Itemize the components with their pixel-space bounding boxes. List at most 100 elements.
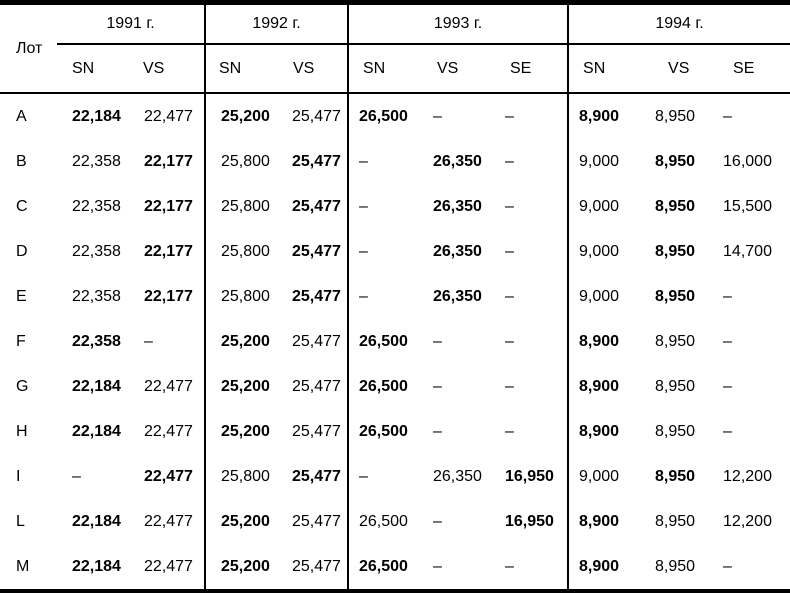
- value-cell: 22,177: [144, 197, 193, 215]
- value-cell: 25,800: [204, 229, 277, 274]
- value-cell: 25,477: [292, 197, 341, 215]
- value-cell: 22,184: [72, 422, 121, 440]
- value-cell: 8,950: [655, 557, 696, 575]
- value-cell: 15,500: [723, 197, 772, 215]
- value-cell: 26,500: [347, 93, 421, 139]
- value-cell: 8,900: [567, 93, 643, 139]
- value-cell: 16,000: [723, 152, 772, 170]
- value-cell: 9,000: [567, 139, 643, 184]
- value-cell: 22,184: [72, 557, 121, 575]
- value-cell: 8,900: [567, 499, 643, 544]
- col-header-1991-vs: VS: [131, 44, 205, 94]
- lot-label: F: [16, 332, 26, 350]
- value-cell: –: [505, 107, 514, 125]
- value-cell: 22,358: [72, 152, 121, 170]
- value-cell: 26,350: [433, 242, 482, 260]
- value-cell: 26,350: [433, 467, 482, 485]
- value-cell: 22,477: [144, 557, 193, 575]
- value-cell: 25,800: [204, 454, 277, 499]
- value-cell: 26,500: [347, 544, 421, 592]
- value-cell: 25,477: [292, 152, 341, 170]
- value-cell: 25,200: [204, 499, 277, 544]
- value-cell: –: [723, 557, 732, 575]
- value-cell: 25,200: [204, 364, 277, 409]
- value-cell: 22,477: [144, 422, 193, 440]
- value-cell: –: [505, 332, 514, 350]
- lot-row-L: L 22,184 22,477 25,200 25,477 26,500– 16,950 8,…: [0, 499, 790, 544]
- value-cell: 25,200: [204, 409, 277, 454]
- value-cell: 22,358: [72, 332, 121, 350]
- value-cell: –: [723, 332, 732, 350]
- value-cell: 25,800: [204, 139, 277, 184]
- value-cell: 8,950: [655, 242, 696, 260]
- col-header-1994-se: SE: [716, 44, 790, 94]
- value-cell: 22,177: [144, 242, 193, 260]
- year-header-1991: 1991 г.: [57, 2, 205, 45]
- value-cell: –: [723, 377, 732, 395]
- value-cell: 25,200: [204, 93, 277, 139]
- col-header-1991-sn: SN: [57, 44, 131, 94]
- value-cell: 8,950: [655, 422, 696, 440]
- lot-label: H: [16, 422, 28, 440]
- value-cell: –: [505, 422, 514, 440]
- lot-label: I: [16, 467, 21, 485]
- value-cell: –: [347, 184, 421, 229]
- value-cell: 8,950: [655, 152, 696, 170]
- lot-row-A: A 22,184 22,477 25,200 25,477 26,500– –8,900 8,…: [0, 93, 790, 139]
- col-header-1993-vs: VS: [421, 44, 495, 94]
- lot-row-M: M 22,184 22,477 25,200 25,477 26,500– –8,900 8,…: [0, 544, 790, 592]
- value-cell: 22,184: [72, 377, 121, 395]
- value-cell: –: [433, 107, 442, 125]
- value-cell: 26,350: [433, 197, 482, 215]
- value-cell: 25,800: [204, 184, 277, 229]
- lot-row-B: B 22,358 22,177 25,800 25,477–26,350–9,000 8,…: [0, 139, 790, 184]
- value-cell: 8,950: [655, 377, 696, 395]
- value-cell: 25,477: [292, 557, 341, 575]
- value-cell: –: [347, 229, 421, 274]
- value-cell: 26,500: [347, 409, 421, 454]
- value-cell: –: [723, 107, 732, 125]
- lot-label: C: [16, 197, 28, 215]
- value-cell: –: [433, 512, 442, 530]
- year-header-1992: 1992 г.: [204, 2, 348, 45]
- col-header-1992-vs: VS: [277, 44, 348, 94]
- value-cell: –: [505, 557, 514, 575]
- value-cell: 25,800: [204, 274, 277, 319]
- value-cell: –: [347, 454, 421, 499]
- value-cell: 22,358: [72, 197, 121, 215]
- col-header-1994-sn: SN: [567, 44, 643, 94]
- lot-row-D: D 22,358 22,177 25,800 25,477–26,350–9,000 8,…: [0, 229, 790, 274]
- value-cell: 22,477: [144, 377, 193, 395]
- value-cell: 26,500: [347, 364, 421, 409]
- value-cell: 22,477: [144, 512, 193, 530]
- value-cell: 26,350: [433, 152, 482, 170]
- value-cell: –: [505, 242, 514, 260]
- subcolumn-header-row: SN VS SN VS SN VS SE SN VS SE: [0, 44, 790, 94]
- lot-label: A: [16, 107, 27, 125]
- table-body: A 22,184 22,477 25,200 25,477 26,500– –8,900 8,…: [0, 93, 790, 592]
- value-cell: 25,200: [204, 544, 277, 592]
- value-cell: 8,900: [567, 544, 643, 592]
- value-cell: –: [723, 422, 732, 440]
- col-header-1993-se: SE: [495, 44, 569, 94]
- lot-label: D: [16, 242, 28, 260]
- value-cell: 22,477: [144, 107, 193, 125]
- value-cell: –: [347, 139, 421, 184]
- value-cell: 26,500: [347, 319, 421, 364]
- value-cell: 8,950: [655, 512, 696, 530]
- lot-column-header: Лот: [0, 2, 57, 94]
- value-cell: –: [433, 377, 442, 395]
- value-cell: –: [347, 274, 421, 319]
- value-cell: 25,477: [292, 332, 341, 350]
- lot-row-G: G 22,184 22,477 25,200 25,477 26,500– –8,900 8,…: [0, 364, 790, 409]
- value-cell: 25,477: [292, 287, 341, 305]
- lot-row-I: I –22,477 25,800 25,477–26,350 16,950 9,000 8,…: [0, 454, 790, 499]
- value-cell: 8,950: [655, 107, 696, 125]
- lot-row-F: F 22,358–25,200 25,477 26,500– –8,900 8,950–: [0, 319, 790, 364]
- lot-label: M: [16, 557, 30, 575]
- value-cell: 22,184: [72, 107, 121, 125]
- lot-row-C: C 22,358 22,177 25,800 25,477–26,350–9,000 8,…: [0, 184, 790, 229]
- value-cell: 22,358: [72, 287, 121, 305]
- value-cell: –: [433, 557, 442, 575]
